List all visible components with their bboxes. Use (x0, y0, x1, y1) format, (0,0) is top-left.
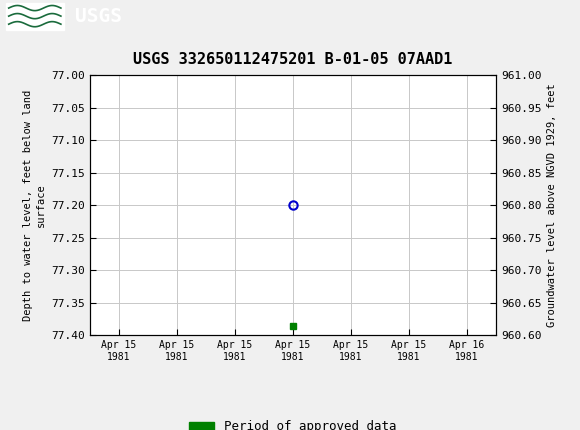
Legend: Period of approved data: Period of approved data (184, 415, 401, 430)
Title: USGS 332650112475201 B-01-05 07AAD1: USGS 332650112475201 B-01-05 07AAD1 (133, 52, 452, 67)
Text: USGS: USGS (75, 6, 122, 26)
Y-axis label: Depth to water level, feet below land
surface: Depth to water level, feet below land su… (23, 90, 46, 321)
FancyBboxPatch shape (6, 3, 64, 30)
Y-axis label: Groundwater level above NGVD 1929, feet: Groundwater level above NGVD 1929, feet (547, 83, 557, 327)
